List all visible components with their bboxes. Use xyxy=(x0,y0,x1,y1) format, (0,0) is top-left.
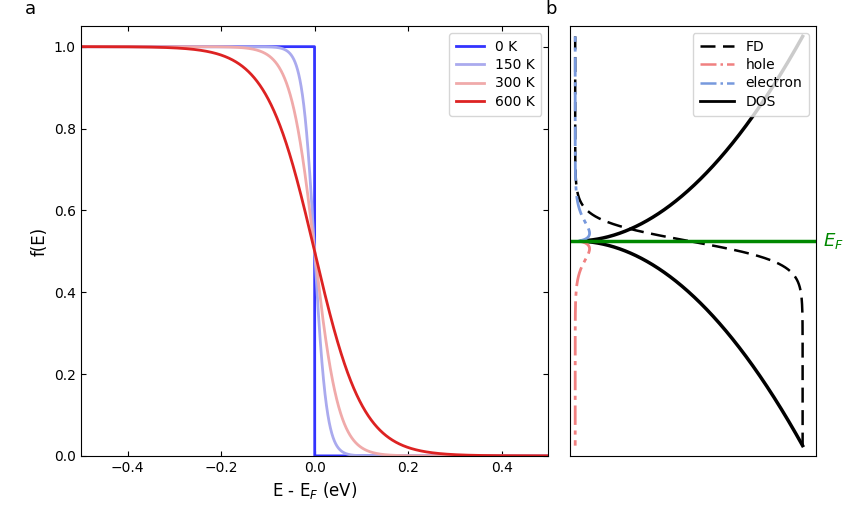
X-axis label: E - E$_F$ (eV): E - E$_F$ (eV) xyxy=(272,481,357,501)
300 K xyxy=(543,453,553,459)
150 K xyxy=(460,453,470,459)
0 K xyxy=(161,43,171,50)
600 K xyxy=(254,81,264,88)
150 K xyxy=(356,453,366,459)
0 K xyxy=(543,453,553,459)
Line: 600 K: 600 K xyxy=(81,47,548,456)
300 K xyxy=(161,43,171,50)
600 K xyxy=(380,432,390,438)
150 K xyxy=(161,43,171,50)
600 K xyxy=(460,452,470,458)
150 K xyxy=(543,453,553,459)
Text: $E_F$: $E_F$ xyxy=(824,231,844,251)
150 K xyxy=(425,453,435,459)
0 K xyxy=(460,453,470,459)
Line: 150 K: 150 K xyxy=(81,47,548,456)
600 K xyxy=(161,45,171,51)
150 K xyxy=(76,43,86,50)
0 K xyxy=(380,453,390,459)
0 K xyxy=(425,453,435,459)
300 K xyxy=(460,453,470,459)
300 K xyxy=(356,444,366,451)
600 K xyxy=(356,401,366,407)
0 K xyxy=(356,453,366,459)
300 K xyxy=(425,453,435,459)
0 K xyxy=(254,43,264,50)
300 K xyxy=(254,48,264,54)
0 K xyxy=(76,43,86,50)
0 K xyxy=(309,453,320,459)
Y-axis label: f(E): f(E) xyxy=(31,226,48,256)
Text: b: b xyxy=(545,0,557,18)
Legend: FD, hole, electron, DOS: FD, hole, electron, DOS xyxy=(693,33,809,115)
600 K xyxy=(76,43,86,50)
Line: 0 K: 0 K xyxy=(81,47,548,456)
Text: a: a xyxy=(25,0,36,18)
Line: 300 K: 300 K xyxy=(81,47,548,456)
150 K xyxy=(380,453,390,459)
150 K xyxy=(254,43,264,50)
Legend: 0 K, 150 K, 300 K, 600 K: 0 K, 150 K, 300 K, 600 K xyxy=(449,33,541,115)
300 K xyxy=(76,43,86,50)
300 K xyxy=(380,452,390,458)
600 K xyxy=(425,449,435,455)
600 K xyxy=(543,453,553,459)
